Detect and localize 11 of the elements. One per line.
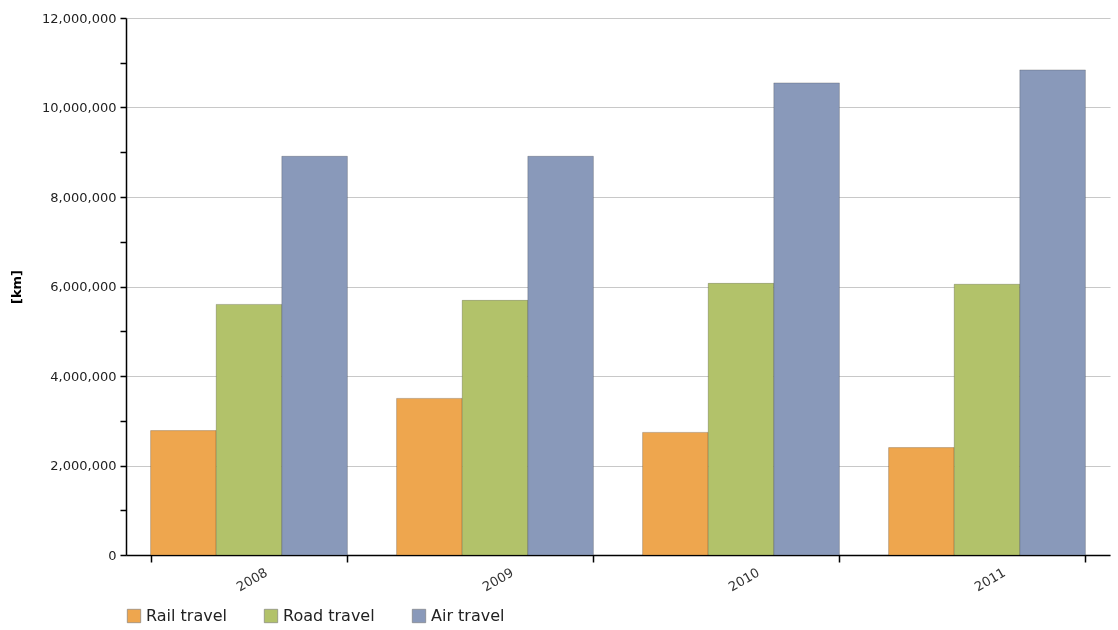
y-tick-label: 0	[108, 547, 117, 563]
legend-label: Rail travel	[146, 606, 227, 625]
y-tick-label: 10,000,000	[42, 100, 117, 115]
y-axis-title: [km]	[9, 269, 25, 305]
y-tick-label: 4,000,000	[50, 368, 117, 384]
legend-label: Air travel	[431, 606, 505, 625]
y-tick-label: 12,000,000	[42, 10, 117, 26]
y-tick-label: 8,000,000	[50, 189, 117, 205]
y-tick-label: 6,000,000	[50, 279, 117, 294]
y-tick-label: 2,000,000	[50, 458, 117, 473]
legend-label: Road travel	[283, 606, 375, 625]
